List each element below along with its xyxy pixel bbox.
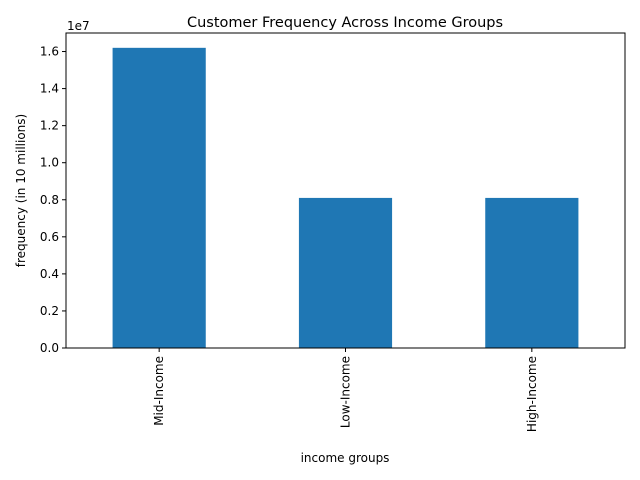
y-tick-label: 1.0 (40, 156, 59, 170)
y-axis: 0.0 0.2 0.4 0.6 0.8 1.0 1.2 1.4 1.6 (40, 45, 66, 355)
y-tick-label: 1.6 (40, 45, 59, 59)
y-tick-label: 0.2 (40, 304, 59, 318)
y-tick-label: 0.0 (40, 341, 59, 355)
chart-title: Customer Frequency Across Income Groups (187, 15, 503, 31)
bar-high-income (485, 197, 579, 348)
x-axis-label: income groups (301, 451, 390, 465)
y-tick-label: 0.6 (40, 230, 59, 244)
x-axis: Mid-Income Low-Income High-Income (152, 348, 539, 432)
bar-mid-income (112, 47, 206, 349)
x-tick-label: Mid-Income (152, 356, 166, 426)
y-tick-label: 0.4 (40, 267, 59, 281)
y-tick-label: 0.8 (40, 193, 59, 207)
x-tick-label: Low-Income (339, 356, 353, 428)
x-tick-label: High-Income (525, 356, 539, 432)
y-axis-label: frequency (in 10 millions) (14, 114, 28, 267)
y-tick-label: 1.4 (40, 82, 59, 96)
bars-group (112, 47, 579, 349)
y-tick-label: 1.2 (40, 119, 59, 133)
y-axis-offset-label: 1e7 (67, 19, 90, 33)
bar-low-income (298, 197, 393, 348)
